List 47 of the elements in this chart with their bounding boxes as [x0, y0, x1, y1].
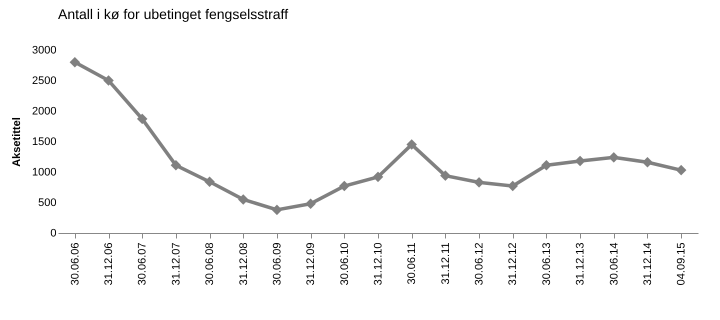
- point: [305, 198, 316, 209]
- x-tick-label: 30.06.09: [271, 242, 284, 286]
- x-tick-label: 30.06.12: [474, 242, 486, 286]
- x-tick-label: 31.12.09: [305, 242, 318, 286]
- point: [238, 194, 249, 205]
- y-tick-label: 2500: [32, 75, 56, 87]
- point: [406, 139, 417, 150]
- point: [676, 164, 686, 176]
- x-tick-label: 30.06.08: [204, 242, 216, 286]
- point: [70, 56, 80, 68]
- point: [204, 176, 215, 188]
- point: [103, 75, 114, 86]
- x-tick-label: 04.09.15: [676, 242, 688, 286]
- y-tick-label: 1000: [32, 166, 56, 178]
- x-tick-label: 30.06.06: [69, 242, 82, 286]
- x-tick-label: 31.12.10: [372, 242, 384, 286]
- point: [136, 114, 148, 124]
- x-tick-label: 31.12.12: [507, 242, 520, 286]
- x-tick-label: 30.06.10: [338, 242, 351, 286]
- point: [642, 156, 653, 168]
- x-tick-label: 30.06.13: [540, 242, 553, 286]
- y-tick-label: 1500: [32, 136, 56, 148]
- x-tick-label: 30.06.07: [136, 242, 149, 286]
- x-tick-label: 31.12.07: [170, 242, 182, 286]
- point: [339, 180, 350, 192]
- point: [272, 204, 282, 216]
- y-tick-label: 0: [50, 228, 56, 240]
- y-tick-label: 2000: [32, 106, 56, 118]
- y-axis-title: Aksetittel: [11, 117, 24, 167]
- y-tick-label: 500: [38, 197, 56, 209]
- point: [440, 170, 451, 181]
- point: [170, 160, 182, 171]
- point: [474, 177, 484, 188]
- point: [372, 172, 384, 182]
- point: [507, 180, 518, 192]
- point: [608, 152, 620, 163]
- x-tick-label: 31.12.13: [574, 242, 587, 286]
- point: [574, 156, 586, 166]
- y-tick-label: 3000: [32, 44, 56, 56]
- x-tick-label: 31.12.11: [440, 242, 452, 285]
- x-tick-label: 31.12.14: [642, 242, 654, 286]
- x-tick-label: 31.12.08: [238, 242, 250, 286]
- x-tick-label: 30.06.14: [608, 242, 620, 286]
- point: [541, 160, 552, 171]
- x-tick-label: 30.06.11: [406, 242, 418, 285]
- chart-title: Antall i kø for ubetinget fengselsstraff: [58, 6, 288, 22]
- x-tick-label: 31.12.06: [103, 242, 116, 286]
